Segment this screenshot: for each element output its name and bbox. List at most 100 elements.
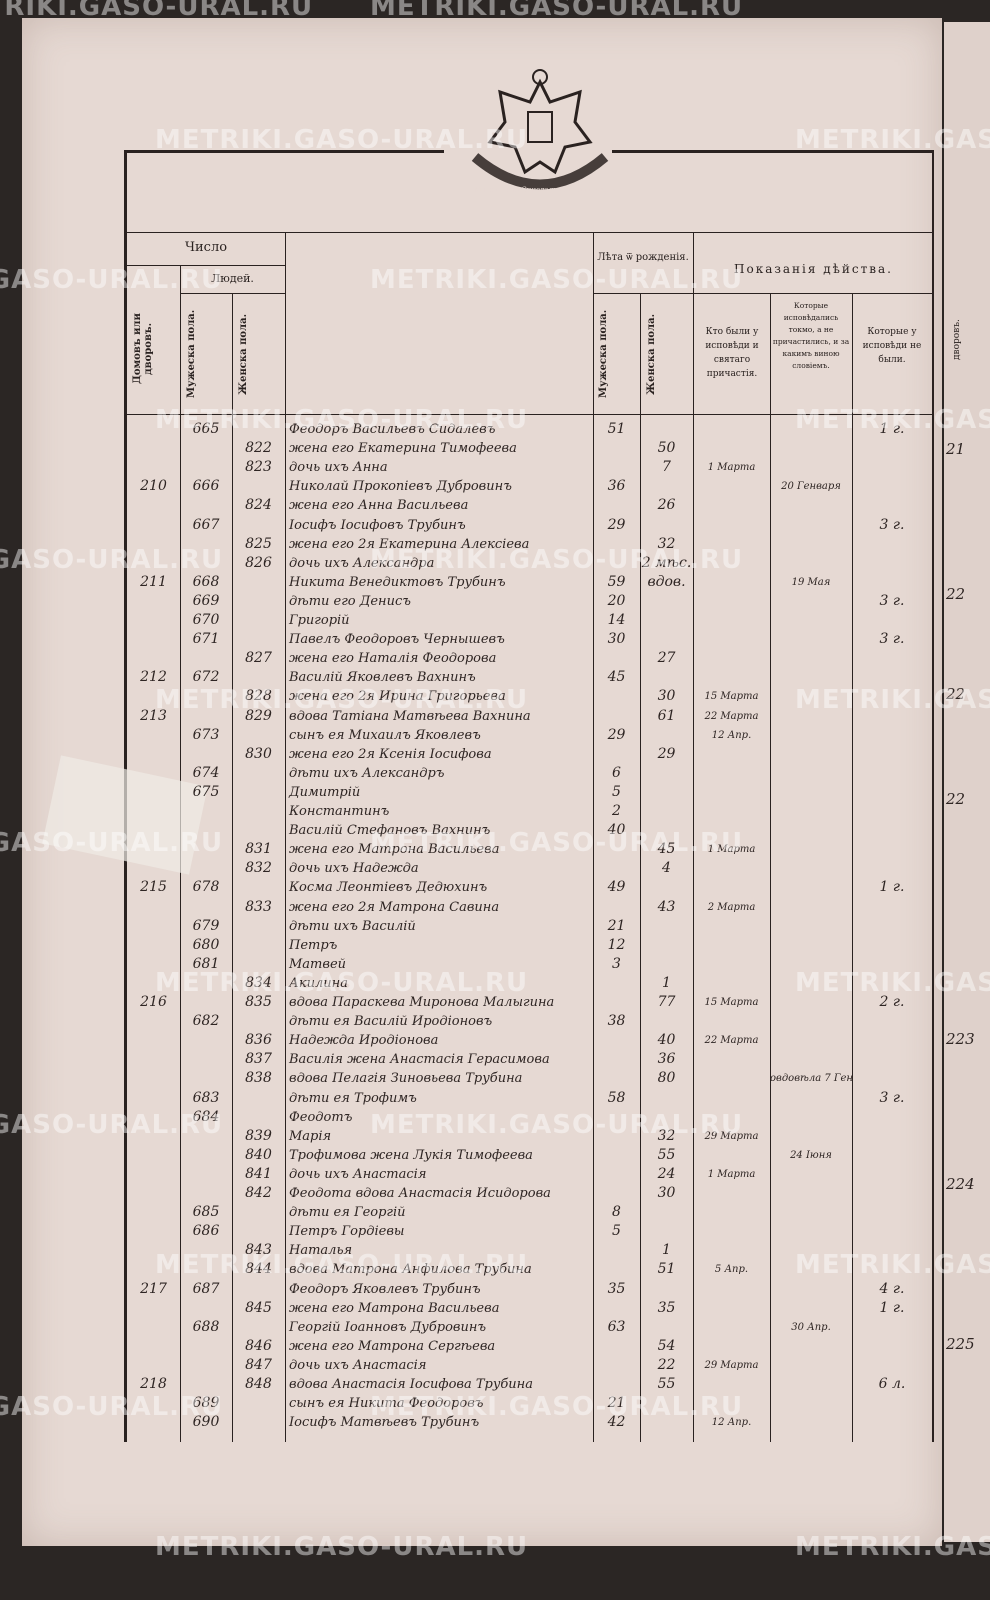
male-age: 6	[612, 764, 621, 781]
household-number	[127, 1299, 180, 1318]
female-number	[232, 917, 285, 936]
not-confessed-note	[852, 1031, 932, 1050]
not-confessed-note	[852, 783, 932, 802]
person-name: Павелъ Феодоровъ Чернышевъ	[289, 632, 505, 648]
confessed-only-note	[770, 1413, 852, 1432]
male-number	[180, 745, 232, 764]
female-number: 835	[245, 994, 272, 1010]
female-age	[640, 1203, 693, 1222]
not-confessed-note	[852, 1165, 932, 1184]
household-number	[127, 496, 180, 515]
female-number: 846	[245, 1337, 272, 1354]
female-number: 841	[245, 1165, 272, 1182]
male-age: 35	[607, 1280, 626, 1297]
not-confessed-note	[852, 1356, 932, 1375]
male-age	[593, 1356, 640, 1375]
not-confessed-note	[852, 1050, 932, 1069]
confessed-only-note	[770, 1031, 852, 1050]
header-people: Людей.	[211, 272, 254, 285]
right-page-household-number: 22	[946, 685, 966, 703]
watermark: METRIKI.GASO-URAL.RU	[155, 1532, 529, 1562]
not-confessed-note	[852, 477, 932, 496]
male-number	[180, 802, 232, 821]
confessed-only-note	[770, 649, 852, 668]
watermark: METRIKI.GASO-URAL.RU	[795, 1250, 990, 1280]
confessed-date	[693, 611, 770, 630]
header-male: Мужеска пола.	[186, 309, 197, 399]
female-age: 1	[662, 1242, 671, 1259]
watermark: METRIKI.GASO-URAL.RU	[370, 828, 744, 858]
confessed-only-note	[770, 783, 852, 802]
confessed-date: 22 Марта	[704, 710, 759, 722]
person-name: дочь ихъ Александра	[289, 555, 435, 571]
person-name: дочь ихъ Анастасія	[289, 1357, 427, 1373]
confessed-date	[693, 1337, 770, 1356]
confessed-date	[693, 573, 770, 592]
male-age	[593, 649, 640, 668]
female-number: 836	[245, 1032, 272, 1049]
female-number	[232, 611, 285, 630]
not-confessed-note: 1 г.	[879, 1299, 905, 1316]
female-number	[232, 477, 285, 496]
male-number: 672	[192, 669, 220, 686]
confessed-only-note	[770, 439, 852, 458]
right-page-household-number: 225	[946, 1335, 975, 1353]
confessed-date	[693, 668, 770, 687]
confessed-only-note	[770, 611, 852, 630]
confessed-only-note: 30 Апр.	[791, 1321, 831, 1333]
watermark: METRIKI.GASO-URAL.RU	[795, 405, 990, 435]
right-page-household-number: 22	[946, 585, 966, 603]
not-confessed-note	[852, 1222, 932, 1241]
confessed-date: 5 Апр.	[714, 1264, 749, 1276]
person-name: Николай Прокопіевъ Дубровинъ	[289, 479, 512, 495]
confessed-only-note	[770, 496, 852, 515]
female-number: 834	[245, 974, 272, 991]
confessed-date	[693, 477, 770, 496]
male-age	[593, 974, 640, 993]
confessed-date	[693, 649, 770, 668]
household-number	[127, 764, 180, 783]
household-number	[127, 630, 180, 649]
male-number: 683	[192, 1089, 220, 1106]
male-age: 2	[612, 803, 621, 819]
household-number	[127, 611, 180, 630]
female-number: 839	[245, 1127, 272, 1144]
person-name: жена его Матрона Васильева	[289, 1300, 500, 1316]
male-number	[180, 1146, 232, 1165]
person-name: Феодотъ	[289, 1109, 353, 1125]
female-number	[232, 573, 285, 592]
not-confessed-note	[852, 1318, 932, 1337]
female-age: 35	[657, 1299, 676, 1316]
female-age	[640, 802, 693, 821]
watermark: METRIKI.GASO-URAL.RU	[0, 0, 314, 22]
person-name: Никита Венедиктовъ Трубинъ	[289, 574, 506, 590]
female-number: 829	[245, 707, 272, 724]
household-number	[127, 1089, 180, 1108]
male-number: 670	[192, 612, 220, 628]
male-age	[593, 1299, 640, 1318]
female-age: 29	[657, 745, 676, 762]
confessed-only-note	[770, 917, 852, 936]
right-page-household-number: 224	[946, 1175, 975, 1193]
female-age	[640, 1012, 693, 1031]
not-confessed-note: 6 л.	[878, 1376, 906, 1392]
female-number	[232, 821, 285, 840]
age-divider	[593, 293, 693, 294]
not-confessed-note	[852, 535, 932, 554]
person-name: вдова Анастасія Іосифова Трубина	[289, 1377, 533, 1392]
frame-right	[932, 150, 934, 1442]
confessed-only-note	[770, 859, 852, 878]
col-line	[640, 293, 641, 1442]
col-line	[593, 232, 594, 1442]
confessed-date	[693, 1318, 770, 1337]
male-age	[593, 859, 640, 878]
confessed-date	[693, 1299, 770, 1318]
confessed-only-note: овдовѣла 7 Генв.	[770, 1073, 852, 1085]
female-number	[232, 802, 285, 821]
adjacent-page-edge	[944, 22, 990, 1542]
not-confessed-note	[852, 764, 932, 783]
person-name: вдова Пелагія Зиновьева Трубина	[289, 1071, 523, 1087]
col-line	[285, 232, 286, 1442]
female-age	[640, 783, 693, 802]
col-line	[770, 293, 771, 1442]
